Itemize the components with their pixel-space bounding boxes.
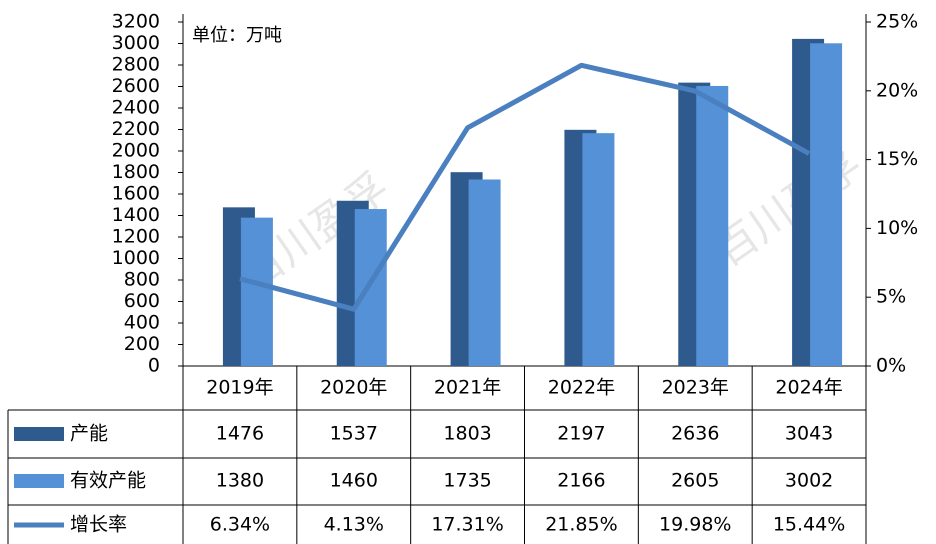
y-tick-label: 2000 — [112, 140, 160, 162]
y-tick-label: 200 — [124, 333, 160, 355]
y-tick-label: 3000 — [112, 32, 160, 54]
x-tick-label: 2024年 — [775, 377, 842, 399]
watermark: 百川盈孚 — [705, 139, 871, 276]
legend-label: 产能 — [70, 423, 108, 445]
table-value: 2166 — [557, 470, 605, 492]
legend-swatch — [14, 427, 64, 441]
y-tick-label: 2800 — [112, 54, 160, 76]
table-value: 1735 — [443, 470, 491, 492]
legend-label: 增长率 — [70, 514, 127, 536]
x-tick-label: 2019年 — [206, 377, 273, 399]
table-value: 1380 — [216, 470, 264, 492]
table-value: 4.13% — [324, 514, 384, 536]
bar — [810, 43, 843, 366]
y-tick-label: 2600 — [112, 75, 160, 97]
y2-tick-label: 25% — [876, 11, 918, 33]
table-value: 1537 — [330, 423, 378, 445]
table-value: 2197 — [557, 423, 605, 445]
bar — [468, 179, 501, 366]
unit-label: 单位：万吨 — [192, 25, 282, 46]
y-tick-label: 1800 — [112, 161, 160, 183]
x-tick-label: 2021年 — [434, 377, 501, 399]
y2-tick-label: 0% — [876, 355, 906, 377]
table-value: 2636 — [671, 423, 719, 445]
table-value: 3043 — [785, 423, 833, 445]
x-tick-label: 2020年 — [320, 377, 387, 399]
y-tick-label: 3200 — [112, 11, 160, 33]
bar — [696, 85, 729, 367]
table-value: 19.98% — [659, 514, 731, 536]
table-value: 3002 — [785, 470, 833, 492]
bar — [354, 209, 387, 366]
y2-tick-label: 20% — [876, 79, 918, 101]
legend-swatch — [14, 474, 64, 488]
y-tick-label: 2200 — [112, 118, 160, 140]
y2-tick-label: 5% — [876, 286, 906, 308]
table-value: 17.31% — [431, 514, 503, 536]
x-tick-label: 2022年 — [548, 377, 615, 399]
table-value: 2605 — [671, 470, 719, 492]
table-value: 1476 — [216, 423, 264, 445]
x-tick-label: 2023年 — [662, 377, 729, 399]
y-tick-label: 1600 — [112, 183, 160, 205]
y-tick-label: 600 — [124, 290, 160, 312]
line — [239, 62, 811, 312]
y-tick-label: 0 — [148, 355, 160, 377]
table-value: 15.44% — [773, 514, 845, 536]
y-tick-label: 800 — [124, 269, 160, 291]
y-tick-label: 400 — [124, 312, 160, 334]
legend-label: 有效产能 — [70, 470, 146, 492]
y-tick-label: 1200 — [112, 226, 160, 248]
y-tick-label: 2400 — [112, 97, 160, 119]
table-value: 1460 — [330, 470, 378, 492]
y-tick-label: 1000 — [112, 247, 160, 269]
table-value: 1803 — [443, 423, 491, 445]
y2-tick-label: 10% — [876, 217, 918, 239]
table-value: 21.85% — [545, 514, 617, 536]
y-tick-label: 1400 — [112, 204, 160, 226]
bar — [582, 133, 615, 366]
bar — [240, 217, 273, 366]
y2-tick-label: 15% — [876, 148, 918, 170]
table-value: 6.34% — [210, 514, 270, 536]
